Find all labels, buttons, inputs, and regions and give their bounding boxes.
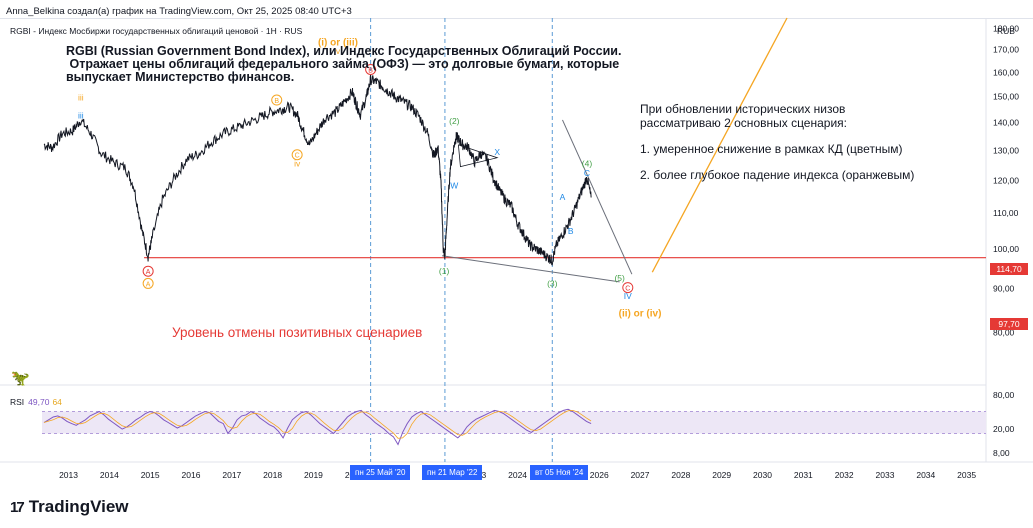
- wave-label: B: [568, 226, 574, 236]
- description-line: Отражает цены облигаций федерального зай…: [66, 57, 620, 71]
- wave-label: (2): [449, 116, 460, 126]
- x-tick-label: 2018: [263, 470, 282, 480]
- y-tick-label: 140,00: [993, 118, 1019, 128]
- date-tag: пн 25 Май '20: [350, 465, 411, 480]
- wave-label: v: [336, 46, 341, 56]
- rsi-legend[interactable]: RSI 49,70 64: [10, 397, 62, 407]
- wave-circle: [365, 64, 377, 76]
- y-tick-label: 110,00: [993, 208, 1019, 218]
- tradingview-logo[interactable]: 17 TradingView: [10, 497, 129, 517]
- chart-header: Anna_Belkina создал(а) график на Trading…: [6, 6, 352, 17]
- x-tick-label: 2017: [222, 470, 241, 480]
- scenarios-intro-line: рассматриваю 2 основных сценария:: [640, 116, 847, 130]
- wave-circle: [142, 265, 154, 277]
- x-tick-label: 2027: [631, 470, 650, 480]
- wave-circle-label: B: [368, 68, 373, 75]
- x-tick-label: 2035: [957, 470, 976, 480]
- rsi-tick-label: 80,00: [993, 390, 1015, 400]
- wave-label: C: [584, 168, 590, 178]
- wave-label: iii: [78, 111, 84, 121]
- y-tick-label: 90,00: [993, 284, 1015, 294]
- x-tick-label: 2032: [835, 470, 854, 480]
- trend-line: [441, 255, 620, 283]
- x-tick-label: 2026: [590, 470, 609, 480]
- x-tick-label: 2019: [304, 470, 323, 480]
- wave-label: (1): [439, 266, 450, 276]
- dino-icon[interactable]: 🦖: [11, 370, 30, 387]
- wave-circle-label: C: [295, 153, 300, 160]
- x-tick-label: 2016: [182, 470, 201, 480]
- price-line: [43, 74, 592, 266]
- wave-label: (4): [582, 159, 593, 169]
- wave-label: (i) or (iii): [318, 37, 358, 48]
- x-tick-label: 2024: [508, 470, 527, 480]
- wave-label: W: [450, 180, 458, 190]
- x-tick-label: 2014: [100, 470, 119, 480]
- description-line: выпускает Министерство финансов.: [66, 70, 295, 84]
- wave-label: (ii) or (iv): [619, 309, 662, 320]
- rsi-label: RSI: [10, 397, 25, 407]
- wave-circle-label: C: [625, 286, 630, 293]
- rsi-ma-value: 64: [52, 397, 62, 407]
- wave-circle: [622, 282, 634, 294]
- x-tick-label: 2015: [141, 470, 160, 480]
- wave-label: A: [560, 192, 566, 202]
- rsi-band: [42, 411, 986, 434]
- wave-label: iv: [294, 159, 301, 169]
- frame-top: [0, 18, 1033, 19]
- cancel-price-tag: 97,70: [990, 318, 1028, 330]
- brand-name: TradingView: [28, 497, 129, 516]
- scenario-item: 1. умеренное снижение в рамках КД (цветн…: [640, 142, 903, 156]
- y-tick-label: 120,00: [993, 176, 1019, 186]
- y-tick-label: 80,00: [993, 328, 1015, 338]
- wave-circle-label: B: [274, 98, 279, 105]
- y-tick-label: 160,00: [993, 68, 1019, 78]
- y-tick-label: 100,00: [993, 244, 1019, 254]
- date-tag: пн 21 Мар '22: [422, 465, 483, 480]
- rsi-value: 49,70: [28, 397, 50, 407]
- wave-circle: [142, 277, 154, 289]
- wave-label: X: [494, 147, 500, 157]
- y-tick-label: 130,00: [993, 145, 1019, 155]
- x-wave-triangle: [457, 144, 499, 168]
- wave-label: iii: [78, 93, 84, 103]
- x-tick-label: 2013: [59, 470, 78, 480]
- wave-label: (5): [614, 273, 625, 283]
- wave-circle: [291, 149, 303, 161]
- y-tick-label: 170,00: [993, 45, 1019, 55]
- rsi-tick-label: 8,00: [993, 448, 1010, 458]
- cancel-level-label: Уровень отмены позитивных сценариев: [172, 325, 423, 340]
- x-tick-label: 2029: [712, 470, 731, 480]
- date-tag: вт 05 Ноя '24: [530, 465, 589, 480]
- description-line: RGBI (Russian Government Bond Index), ил…: [66, 44, 622, 58]
- trend-line: [562, 119, 633, 275]
- rsi-ma-line: [43, 409, 592, 439]
- y-tick-label: 150,00: [993, 92, 1019, 102]
- wave-circle-label: A: [146, 281, 151, 288]
- rsi-tick-label: 20,00: [993, 424, 1015, 434]
- description-text: RGBI (Russian Government Bond Index), ил…: [66, 45, 621, 84]
- currency-label: RUB: [997, 26, 1015, 36]
- scenarios-intro-line: При обновлении исторических низов: [640, 102, 846, 116]
- y-tick-label: 180,00: [993, 23, 1019, 33]
- last-price-tag: 114,70: [990, 263, 1028, 275]
- wave-label: IV: [624, 291, 632, 301]
- wave-circle-label: A: [146, 269, 151, 276]
- x-tick-label: 2034: [916, 470, 935, 480]
- x-tick-label: 2031: [794, 470, 813, 480]
- scenario-item: 2. более глубокое падение индекса (оранж…: [640, 168, 915, 182]
- symbol-line[interactable]: RGBI - Индекс Мосбиржи государственных о…: [10, 26, 303, 36]
- orange-projection-line: [651, 17, 788, 273]
- scenarios-note: При обновлении исторических низов рассма…: [640, 102, 914, 182]
- tradingview-logo-icon: 17: [10, 498, 25, 516]
- x-tick-label: 2028: [671, 470, 690, 480]
- x-tick-label: 2033: [876, 470, 895, 480]
- wave-label: (3): [547, 278, 558, 288]
- wave-circle: [271, 94, 283, 106]
- x-tick-label: 2030: [753, 470, 772, 480]
